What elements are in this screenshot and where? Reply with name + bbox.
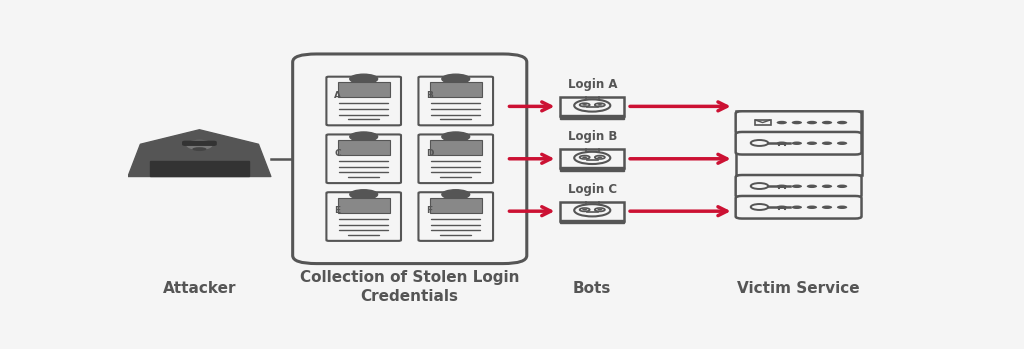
Circle shape [776, 185, 786, 188]
FancyBboxPatch shape [560, 97, 625, 116]
Circle shape [776, 121, 786, 124]
Circle shape [807, 185, 817, 188]
Text: D: D [426, 149, 434, 158]
Circle shape [776, 206, 786, 209]
FancyBboxPatch shape [419, 192, 494, 241]
Circle shape [175, 135, 224, 152]
Circle shape [442, 74, 470, 84]
Circle shape [595, 103, 605, 106]
Circle shape [597, 104, 602, 106]
Circle shape [792, 121, 802, 124]
Circle shape [837, 206, 847, 209]
FancyBboxPatch shape [151, 162, 249, 176]
Circle shape [574, 152, 610, 164]
Circle shape [822, 121, 833, 124]
FancyBboxPatch shape [735, 196, 861, 218]
Circle shape [442, 132, 470, 141]
FancyBboxPatch shape [430, 140, 482, 155]
Circle shape [776, 141, 786, 145]
Circle shape [751, 183, 768, 189]
Circle shape [580, 156, 590, 159]
Text: F: F [426, 206, 432, 215]
Circle shape [350, 74, 378, 84]
Circle shape [751, 140, 768, 146]
FancyBboxPatch shape [430, 82, 482, 97]
FancyBboxPatch shape [430, 198, 482, 213]
Text: Login A: Login A [567, 78, 617, 91]
FancyBboxPatch shape [560, 149, 625, 168]
Circle shape [580, 208, 590, 211]
Circle shape [574, 204, 610, 216]
Circle shape [807, 141, 817, 145]
Circle shape [837, 141, 847, 145]
Text: C: C [335, 149, 341, 158]
FancyBboxPatch shape [327, 77, 401, 125]
Circle shape [350, 190, 378, 199]
FancyBboxPatch shape [182, 141, 216, 145]
Circle shape [595, 208, 605, 211]
Ellipse shape [193, 147, 207, 151]
Ellipse shape [186, 140, 213, 150]
Circle shape [792, 206, 802, 209]
FancyBboxPatch shape [338, 198, 390, 213]
FancyBboxPatch shape [735, 132, 861, 155]
Circle shape [580, 103, 590, 106]
Text: Victim Service: Victim Service [737, 281, 860, 296]
Circle shape [583, 156, 587, 158]
Text: Attacker: Attacker [163, 281, 237, 296]
Circle shape [837, 185, 847, 188]
Polygon shape [128, 130, 270, 177]
Text: Collection of Stolen Login
Credentials: Collection of Stolen Login Credentials [300, 270, 519, 304]
Circle shape [751, 204, 768, 210]
Text: B: B [426, 91, 433, 100]
Text: A: A [335, 91, 341, 100]
Circle shape [807, 206, 817, 209]
Circle shape [837, 121, 847, 124]
Circle shape [597, 156, 602, 158]
FancyBboxPatch shape [735, 111, 861, 134]
Text: E: E [335, 206, 341, 215]
Circle shape [807, 121, 817, 124]
Circle shape [583, 104, 587, 106]
Circle shape [595, 156, 605, 159]
FancyBboxPatch shape [560, 167, 625, 171]
Circle shape [822, 141, 833, 145]
FancyBboxPatch shape [755, 120, 771, 125]
FancyBboxPatch shape [735, 111, 861, 176]
Circle shape [822, 206, 833, 209]
FancyBboxPatch shape [560, 220, 625, 223]
FancyBboxPatch shape [419, 134, 494, 183]
Text: Login C: Login C [567, 183, 616, 196]
Circle shape [597, 209, 602, 210]
FancyBboxPatch shape [327, 192, 401, 241]
FancyBboxPatch shape [560, 202, 625, 221]
FancyBboxPatch shape [560, 115, 625, 119]
Circle shape [350, 132, 378, 141]
FancyBboxPatch shape [327, 134, 401, 183]
FancyBboxPatch shape [338, 82, 390, 97]
FancyBboxPatch shape [338, 140, 390, 155]
Text: Bots: Bots [573, 281, 611, 296]
Circle shape [822, 185, 833, 188]
Circle shape [574, 99, 610, 112]
FancyBboxPatch shape [735, 175, 861, 198]
Circle shape [792, 185, 802, 188]
Circle shape [583, 209, 587, 210]
FancyBboxPatch shape [293, 54, 526, 263]
Circle shape [442, 190, 470, 199]
Circle shape [792, 141, 802, 145]
FancyBboxPatch shape [419, 77, 494, 125]
Text: Login B: Login B [567, 130, 616, 143]
